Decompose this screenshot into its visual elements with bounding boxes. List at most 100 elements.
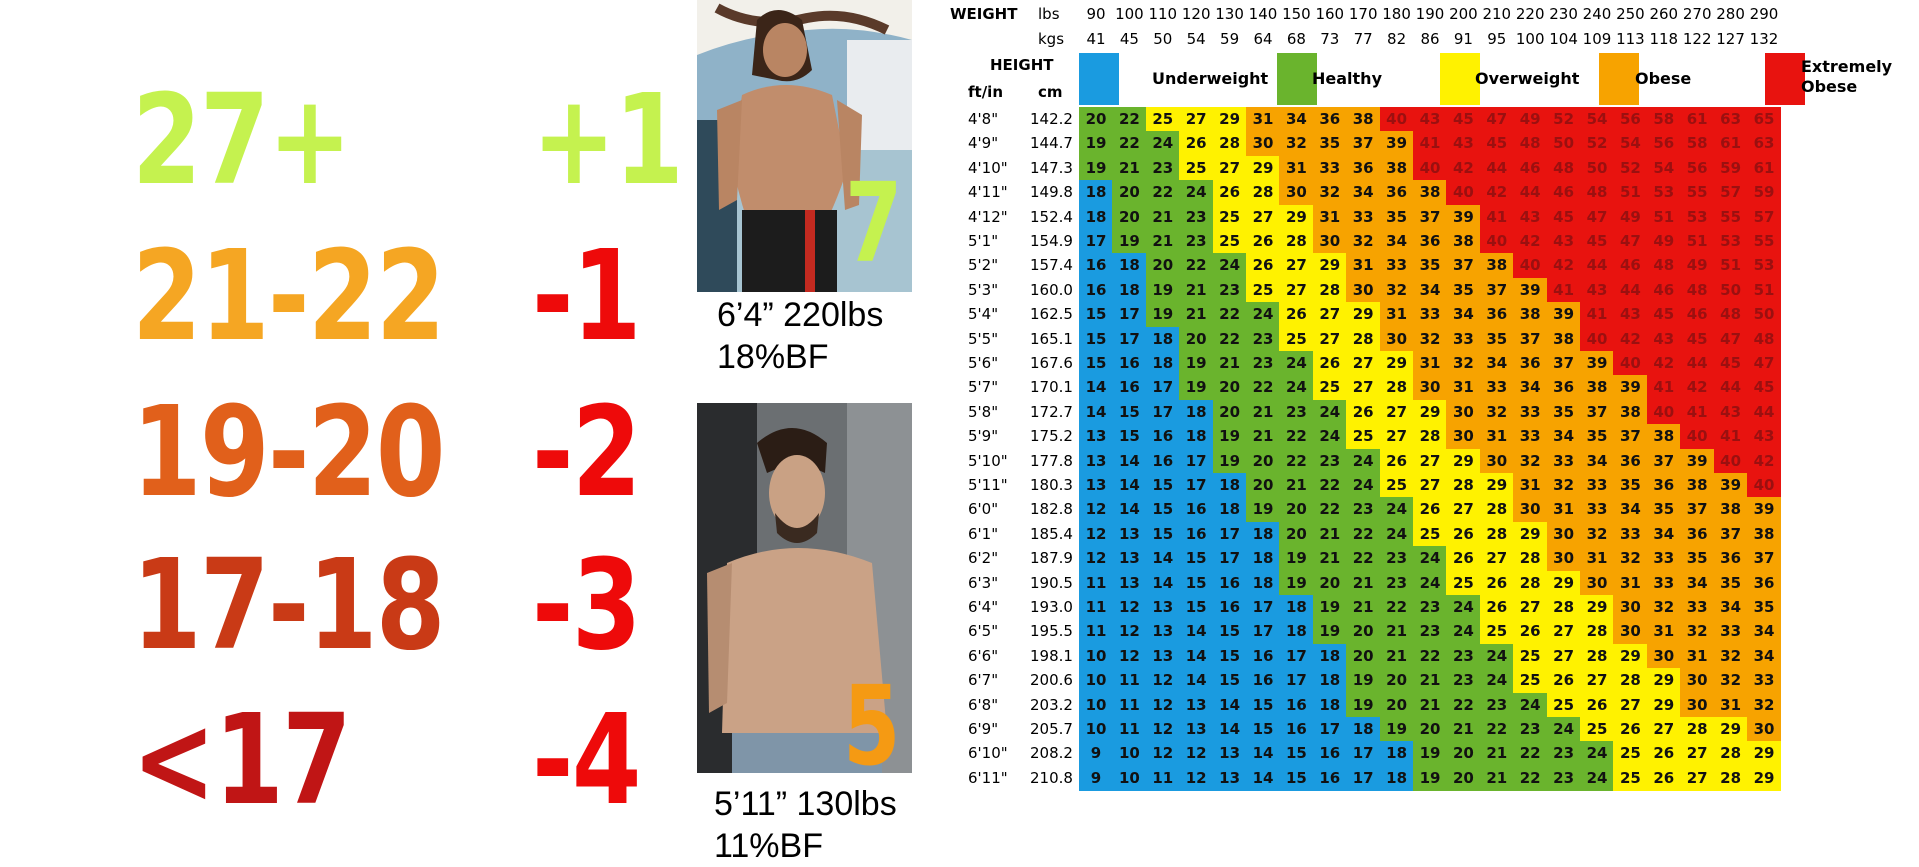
bmi-cell: 51 bbox=[1646, 204, 1681, 230]
bmi-cell: 50 bbox=[1747, 302, 1781, 328]
legend-swatch bbox=[1599, 53, 1639, 105]
bmi-cell: 29 bbox=[1713, 717, 1748, 742]
bmi-cell: 18 bbox=[1246, 521, 1280, 547]
bmi-cell: 11 bbox=[1112, 717, 1147, 742]
bmi-cell: 23 bbox=[1413, 595, 1447, 620]
bmi-cell: 35 bbox=[1379, 204, 1414, 230]
height-cm: 210.8 bbox=[1030, 768, 1073, 787]
bmi-cell: 35 bbox=[1546, 399, 1581, 425]
bmi-cell: 22 bbox=[1112, 131, 1147, 157]
bmi-cell: 32 bbox=[1580, 521, 1614, 547]
bmi-cell: 19 bbox=[1179, 351, 1214, 376]
kgs-value: 50 bbox=[1153, 30, 1173, 48]
bmi-cell: 18 bbox=[1112, 277, 1147, 303]
photo-number: 7 bbox=[845, 159, 903, 287]
bmi-cell: 37 bbox=[1513, 326, 1548, 352]
bmi-cell: 32 bbox=[1713, 643, 1748, 669]
legend-swatch bbox=[1440, 53, 1480, 105]
bmi-cell: 21 bbox=[1246, 424, 1280, 450]
bmi-cell: 19 bbox=[1379, 717, 1414, 742]
bmi-cell: 10 bbox=[1112, 765, 1147, 791]
bmi-cell: 33 bbox=[1312, 155, 1347, 181]
legend-label: Overweight bbox=[1475, 69, 1580, 88]
bmi-cell: 30 bbox=[1747, 717, 1781, 742]
bmi-cell: 21 bbox=[1346, 570, 1381, 596]
bmi-cell: 15 bbox=[1145, 497, 1180, 523]
height-ftin: 5'10" bbox=[968, 451, 1008, 470]
bmi-cell: 19 bbox=[1346, 668, 1381, 694]
bmi-cell: 13 bbox=[1179, 717, 1214, 742]
bmi-cell: 22 bbox=[1446, 692, 1481, 718]
bmi-cell: 15 bbox=[1079, 351, 1113, 376]
bmi-cell: 38 bbox=[1346, 107, 1381, 132]
bmi-cell: 38 bbox=[1680, 473, 1715, 498]
bmi-cell: 15 bbox=[1079, 302, 1113, 328]
bmi-cell: 16 bbox=[1112, 375, 1147, 401]
bmi-cell: 13 bbox=[1145, 643, 1180, 669]
bmi-cell: 13 bbox=[1179, 692, 1214, 718]
height-cm: 205.7 bbox=[1030, 720, 1073, 738]
bmi-cell: 27 bbox=[1546, 619, 1581, 645]
bmi-cell: 25 bbox=[1279, 326, 1314, 352]
bmi-cell: 37 bbox=[1580, 399, 1614, 425]
bmi-cell: 22 bbox=[1112, 107, 1147, 132]
kgs-header: kgs bbox=[1038, 30, 1065, 48]
bmi-cell: 19 bbox=[1212, 424, 1247, 450]
bmi-cell: 12 bbox=[1079, 497, 1113, 523]
bmi-cell: 18 bbox=[1145, 326, 1180, 352]
bmi-cell: 23 bbox=[1246, 351, 1280, 376]
bmi-cell: 17 bbox=[1346, 741, 1381, 767]
bmi-cell: 30 bbox=[1479, 448, 1514, 474]
bmi-cell: 32 bbox=[1713, 668, 1748, 694]
bmi-cell: 50 bbox=[1713, 277, 1748, 303]
height-cm: 177.8 bbox=[1030, 451, 1073, 470]
bmi-cell: 34 bbox=[1747, 643, 1781, 669]
bmi-cell: 15 bbox=[1246, 717, 1280, 742]
bmi-cell: 40 bbox=[1580, 326, 1614, 352]
bmi-cell: 46 bbox=[1680, 302, 1715, 328]
bmi-cell: 21 bbox=[1212, 351, 1247, 376]
bmi-cell: 27 bbox=[1413, 448, 1447, 474]
bmi-cell: 33 bbox=[1580, 473, 1614, 498]
legend-swatch bbox=[1765, 53, 1805, 105]
bmi-cell: 25 bbox=[1179, 155, 1214, 181]
bmi-cell: 20 bbox=[1145, 253, 1180, 279]
bmi-cell: 18 bbox=[1279, 619, 1314, 645]
bmi-cell: 50 bbox=[1546, 131, 1581, 157]
bmi-cell: 18 bbox=[1145, 351, 1180, 376]
bmi-cell: 32 bbox=[1279, 131, 1314, 157]
bmi-cell: 45 bbox=[1546, 204, 1581, 230]
bmi-cell: 20 bbox=[1112, 204, 1147, 230]
bmi-cell: 23 bbox=[1546, 741, 1581, 767]
bmi-cell: 36 bbox=[1613, 448, 1648, 474]
bmi-cell: 30 bbox=[1580, 570, 1614, 596]
bmi-cell: 16 bbox=[1246, 643, 1280, 669]
bmi-cell: 18 bbox=[1379, 765, 1414, 791]
bmi-cell: 27 bbox=[1312, 326, 1347, 352]
bmi-cell: 33 bbox=[1513, 399, 1548, 425]
bmi-cell: 25 bbox=[1479, 619, 1514, 645]
bmi-cell: 16 bbox=[1112, 351, 1147, 376]
bmi-cell: 11 bbox=[1145, 765, 1180, 791]
bmi-cell: 36 bbox=[1479, 302, 1514, 328]
bmi-cell: 13 bbox=[1079, 448, 1113, 474]
bmi-cell: 22 bbox=[1312, 473, 1347, 498]
bmi-cell: 15 bbox=[1179, 546, 1214, 572]
beach-photo-illustration bbox=[697, 0, 912, 292]
bmi-cell: 26 bbox=[1646, 765, 1681, 791]
bmi-cell: 21 bbox=[1112, 155, 1147, 181]
bmi-cell: 26 bbox=[1479, 570, 1514, 596]
height-cm: 187.9 bbox=[1030, 549, 1073, 568]
bmi-cell: 35 bbox=[1713, 570, 1748, 596]
bmi-cell: 29 bbox=[1646, 668, 1681, 694]
bmi-cell: 24 bbox=[1513, 692, 1548, 718]
bmi-cell: 52 bbox=[1546, 107, 1581, 132]
bmi-cell: 26 bbox=[1346, 399, 1381, 425]
bmi-cell: 28 bbox=[1246, 180, 1280, 206]
height-ftin: 5'7" bbox=[968, 378, 999, 397]
bmi-cell: 51 bbox=[1713, 253, 1748, 279]
lbs-value: 150 bbox=[1282, 5, 1311, 23]
bmi-cell: 20 bbox=[1246, 448, 1280, 474]
bmi-cell: 19 bbox=[1112, 229, 1147, 254]
bmi-cell: 10 bbox=[1079, 668, 1113, 694]
